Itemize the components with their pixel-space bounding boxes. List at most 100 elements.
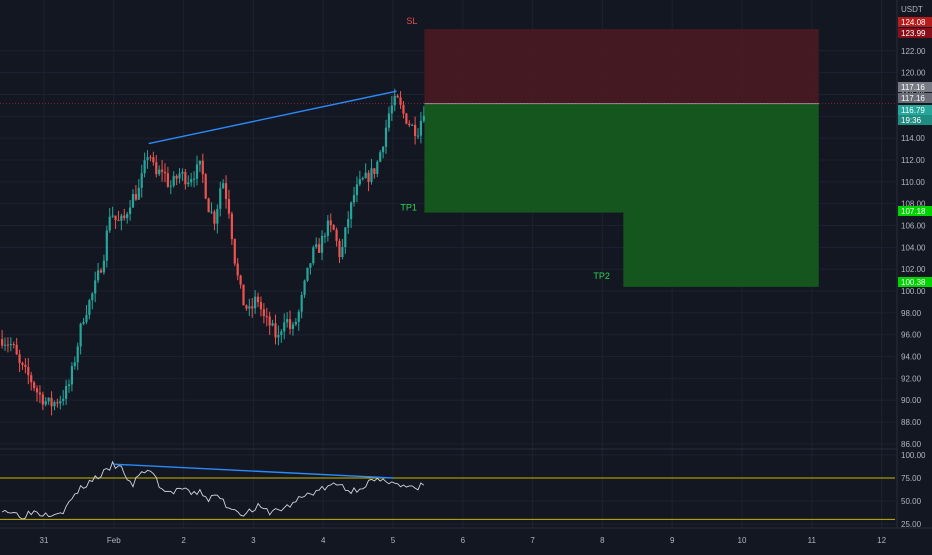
price-tick-label: 114.00 [901, 134, 925, 143]
time-axis[interactable] [0, 528, 932, 550]
candle-body [335, 229, 338, 241]
candle-body [210, 211, 213, 213]
candle-body [370, 168, 373, 182]
candle-body [73, 362, 76, 367]
candle-body [213, 211, 216, 224]
price-tick-label: 98.00 [901, 309, 922, 318]
candle-body [128, 207, 132, 214]
candle-body [30, 375, 33, 383]
candle-body [184, 171, 187, 185]
candle-body [399, 97, 402, 105]
price-tick-label: 120.00 [901, 69, 926, 78]
price-tick-label: 94.00 [901, 353, 922, 362]
candle-body [195, 164, 199, 179]
candle-body [367, 172, 370, 182]
currency-label: USDT [901, 5, 923, 14]
candle-body [76, 346, 79, 363]
candle-body [187, 182, 190, 185]
candle-body [155, 162, 158, 175]
candle-body [230, 213, 233, 240]
candle-body [294, 321, 297, 325]
time-tick-label: 8 [600, 536, 605, 545]
price-tick-label: 92.00 [901, 374, 922, 383]
price-tag-label: 107.18 [901, 207, 926, 216]
candle-body [166, 173, 169, 187]
candle-body [120, 215, 123, 221]
price-tick-label: 102.00 [901, 265, 926, 274]
candle-body [117, 219, 120, 221]
candle-body [254, 296, 257, 309]
candle-body [172, 175, 175, 186]
price-tick-label: 86.00 [901, 440, 922, 449]
candle-body [126, 213, 129, 219]
time-tick-label: 3 [251, 536, 256, 545]
price-tag-label: 19:36 [901, 116, 922, 125]
price-tick-label: 100.00 [901, 287, 926, 296]
candle-body [239, 275, 242, 285]
candle-body [12, 343, 15, 345]
candle-body [251, 306, 254, 309]
candle-body [88, 300, 91, 315]
candle-body [411, 124, 414, 126]
time-tick-label: 12 [877, 536, 886, 545]
candle-body [111, 215, 114, 217]
time-tick-label: 31 [40, 536, 49, 545]
candle-body [274, 323, 277, 338]
price-tag-badge [898, 277, 932, 287]
candle-body [44, 401, 47, 405]
candle-body [326, 220, 329, 236]
candle-body [18, 354, 21, 363]
candle-body [108, 216, 111, 231]
time-tick-label: 6 [461, 536, 466, 545]
candle-body [65, 386, 68, 399]
candle-body [204, 174, 207, 199]
candle-body [9, 343, 12, 345]
candle-body [393, 95, 396, 106]
candle-body [27, 367, 30, 376]
candle-body [323, 235, 327, 237]
candle-body [53, 402, 56, 407]
price-tag-badge [898, 105, 932, 115]
candle-body [24, 364, 27, 368]
price-trendline[interactable] [148, 90, 397, 145]
candle-body [35, 388, 39, 393]
price-tag-badge [898, 17, 932, 27]
candle-body [94, 280, 97, 294]
candle-body [59, 400, 62, 404]
candle-body [352, 195, 356, 203]
candle-body [286, 319, 289, 323]
price-tick-label: 122.00 [901, 47, 926, 56]
candle-body [341, 247, 344, 257]
candle-body [163, 171, 167, 174]
rsi-tick-label: 100.00 [901, 451, 926, 460]
candle-body [268, 316, 271, 326]
candle-body [216, 208, 219, 224]
rsi-tick-label: 75.00 [901, 474, 922, 483]
candle-body [143, 160, 146, 174]
candle-body [47, 397, 50, 402]
rsi-trendline[interactable] [113, 463, 394, 479]
candle-body [158, 169, 161, 175]
candle-body [91, 293, 94, 301]
candle-body [207, 198, 210, 213]
candle-body [198, 160, 201, 165]
tp2-label: TP2 [593, 271, 610, 281]
candle-body [248, 306, 251, 309]
candle-body [190, 179, 193, 183]
candle-body [38, 392, 42, 395]
price-tag-label: 117.16 [901, 94, 925, 103]
candle-body [300, 295, 303, 312]
time-tick-label: 9 [670, 536, 675, 545]
candle-body [224, 183, 228, 200]
price-tag-label: 100.38 [901, 278, 926, 287]
candle-body [373, 168, 376, 174]
candle-body [329, 220, 332, 226]
time-tick-label: Feb [107, 536, 121, 545]
candle-body [152, 157, 155, 163]
candle-body [102, 260, 106, 273]
candle-body [384, 127, 388, 147]
candle-body [70, 366, 74, 385]
price-tag-badge [898, 82, 932, 92]
